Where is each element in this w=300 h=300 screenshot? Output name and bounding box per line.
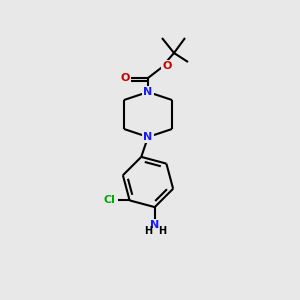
Text: N: N (143, 132, 153, 142)
Text: O: O (120, 73, 130, 83)
Text: N: N (150, 220, 159, 230)
Text: O: O (162, 61, 172, 71)
Text: H: H (144, 226, 152, 236)
Text: H: H (158, 226, 166, 236)
Text: Cl: Cl (104, 195, 116, 206)
Text: N: N (143, 87, 153, 97)
